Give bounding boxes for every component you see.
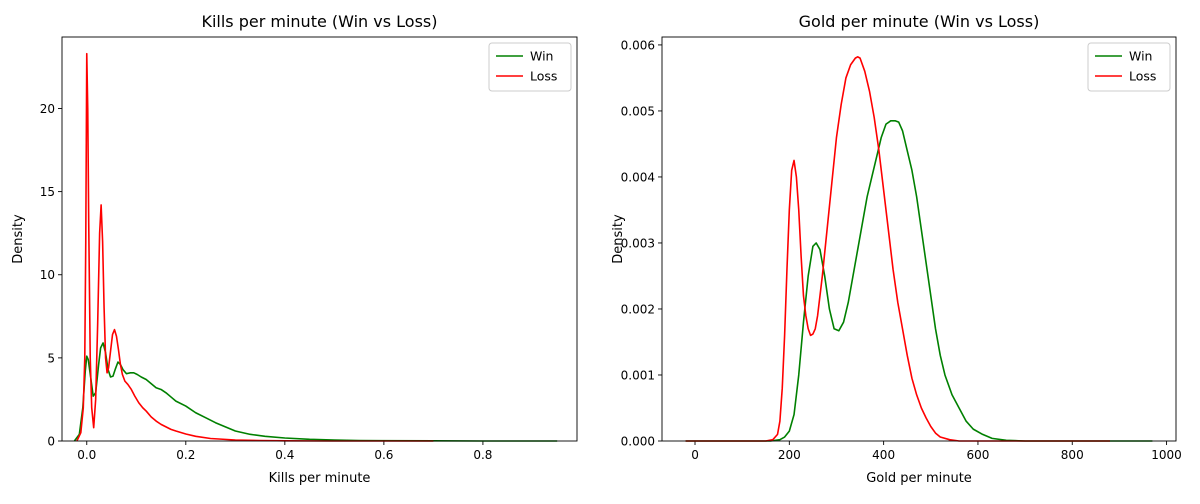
legend: Win Loss	[1087, 42, 1171, 92]
x-tick-label: 0.4	[275, 448, 294, 462]
y-tick-label: 0.000	[621, 435, 655, 449]
x-tick-label: 400	[872, 448, 895, 462]
series-line-loss	[76, 52, 434, 442]
x-tick-label: 800	[1061, 448, 1084, 462]
x-tick-label: 0.2	[176, 448, 195, 462]
y-tick-label: 15	[40, 185, 55, 199]
legend-label-win: Win	[1129, 49, 1152, 64]
y-tick-label: 10	[40, 268, 55, 282]
legend-box	[1087, 42, 1171, 92]
x-tick-label: 0.8	[473, 448, 492, 462]
x-tick-label: 0.6	[374, 448, 393, 462]
x-axis-label: Gold per minute	[866, 471, 972, 486]
series-line-win	[73, 342, 558, 442]
legend-label-loss: Loss	[530, 69, 557, 84]
x-tick-label: 0.0	[77, 448, 96, 462]
y-tick-label: 0.005	[621, 104, 655, 118]
x-axis-label: Kills per minute	[269, 471, 371, 486]
plot-frame	[661, 36, 1177, 442]
series-line-win	[685, 120, 1153, 442]
y-axis-label: Density	[611, 214, 626, 264]
x-tick-label: 1000	[1151, 448, 1182, 462]
y-tick-label: 20	[40, 102, 55, 116]
y-tick-label: 0.001	[621, 368, 655, 382]
y-tick-label: 0.003	[621, 236, 655, 250]
x-tick-label: 200	[778, 448, 801, 462]
y-tick-label: 0.004	[621, 170, 655, 184]
series-line-loss	[685, 56, 1110, 442]
y-tick-label: 0.002	[621, 302, 655, 316]
chart-panel-2: Gold per minute (Win vs Loss) 0 200 400 600 8…	[611, 12, 1182, 486]
chart-title: Kills per minute (Win vs Loss)	[201, 12, 437, 31]
x-tick-label: 600	[966, 448, 989, 462]
chart-panel-1: Kills per minute (Win vs Loss) 0.0 0.2 0.4 0…	[11, 12, 578, 486]
legend-label-win: Win	[530, 49, 553, 64]
y-tick-label: 0.006	[621, 38, 655, 52]
legend-label-loss: Loss	[1129, 69, 1156, 84]
x-tick-label: 0	[691, 448, 699, 462]
y-tick-label: 0	[47, 435, 55, 449]
y-tick-label: 5	[47, 351, 55, 365]
plot-frame	[61, 36, 578, 442]
legend: Win Loss	[488, 42, 572, 92]
legend-box	[488, 42, 572, 92]
chart-title: Gold per minute (Win vs Loss)	[799, 12, 1040, 31]
y-axis-label: Density	[11, 214, 26, 264]
